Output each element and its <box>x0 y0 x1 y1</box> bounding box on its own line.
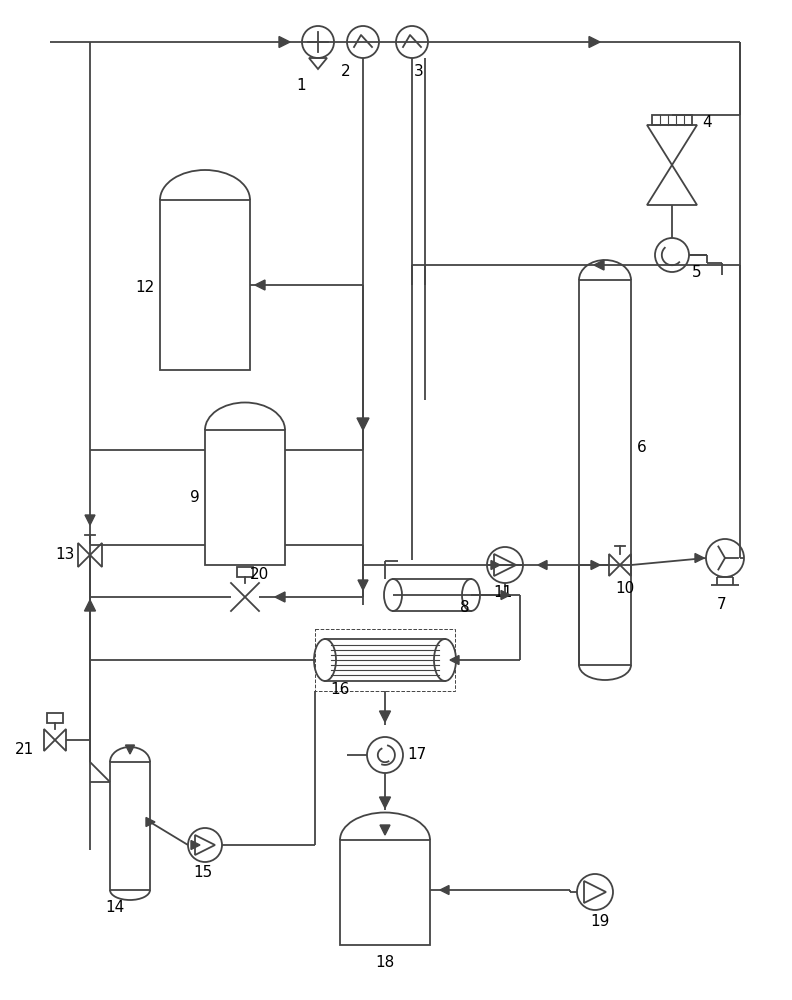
Polygon shape <box>379 797 390 808</box>
Bar <box>47 713 63 723</box>
Polygon shape <box>255 280 265 290</box>
Text: 4: 4 <box>702 115 712 130</box>
Text: 14: 14 <box>105 900 124 915</box>
Polygon shape <box>279 36 290 47</box>
Polygon shape <box>491 560 500 570</box>
Polygon shape <box>591 560 600 570</box>
Polygon shape <box>379 711 390 722</box>
Text: 11: 11 <box>493 585 512 600</box>
Polygon shape <box>358 580 368 590</box>
Bar <box>579 280 631 665</box>
Text: 2: 2 <box>341 64 351 79</box>
Bar <box>160 200 250 370</box>
Polygon shape <box>594 260 604 270</box>
Polygon shape <box>589 36 600 47</box>
Text: 20: 20 <box>250 567 269 582</box>
Polygon shape <box>440 886 449 894</box>
Text: 13: 13 <box>55 547 74 562</box>
Polygon shape <box>357 418 369 430</box>
Text: 17: 17 <box>407 747 426 762</box>
Polygon shape <box>501 590 510 599</box>
Text: 18: 18 <box>375 955 394 970</box>
Bar <box>340 840 430 945</box>
Polygon shape <box>380 825 390 835</box>
Bar <box>237 567 253 577</box>
Text: 16: 16 <box>330 682 349 697</box>
Text: 19: 19 <box>590 914 609 929</box>
Polygon shape <box>146 818 155 826</box>
Bar <box>315 629 455 691</box>
Polygon shape <box>191 840 200 850</box>
Text: 15: 15 <box>193 865 212 880</box>
Bar <box>205 430 285 565</box>
Polygon shape <box>695 554 704 562</box>
Polygon shape <box>85 515 95 525</box>
Text: 6: 6 <box>637 440 647 455</box>
Polygon shape <box>275 592 285 602</box>
Bar <box>652 115 692 125</box>
Text: 9: 9 <box>190 490 200 505</box>
Text: 12: 12 <box>135 280 154 295</box>
Text: 7: 7 <box>717 597 726 612</box>
Text: 1: 1 <box>296 78 306 93</box>
Text: 3: 3 <box>414 64 424 79</box>
Text: 8: 8 <box>460 600 470 615</box>
Polygon shape <box>85 600 96 611</box>
Polygon shape <box>538 560 547 570</box>
Text: 10: 10 <box>615 581 634 596</box>
Text: 21: 21 <box>15 742 34 757</box>
Bar <box>110 762 150 890</box>
Polygon shape <box>450 656 459 664</box>
Text: 5: 5 <box>692 265 702 280</box>
Polygon shape <box>125 745 135 754</box>
